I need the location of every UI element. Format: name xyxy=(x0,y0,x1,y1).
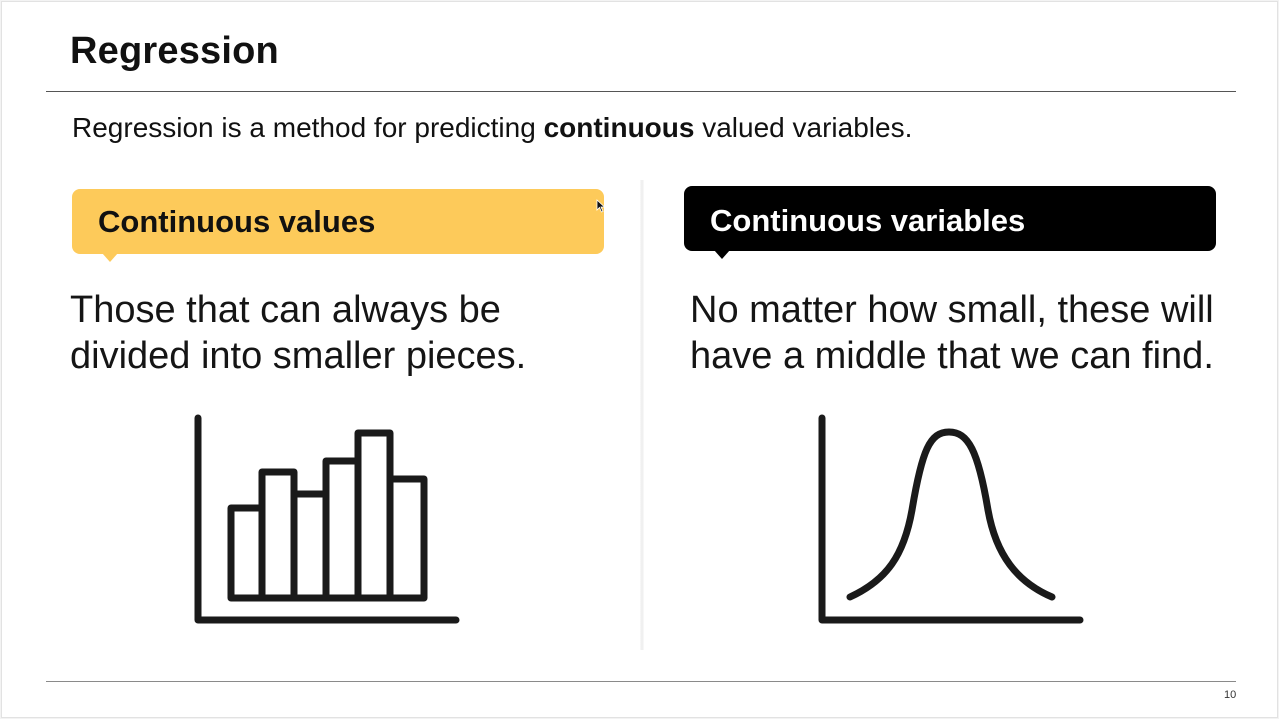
slide-title: Regression xyxy=(70,30,279,72)
title-divider xyxy=(46,91,1236,92)
column-divider xyxy=(640,180,644,650)
continuous-variables-callout: Continuous variables xyxy=(684,186,1216,259)
continuous-variables-description: No matter how small, these will have a m… xyxy=(690,289,1214,377)
footer-divider xyxy=(46,681,1236,682)
continuous-values-description: Those that can always be divided into sm… xyxy=(70,289,527,377)
subtitle-bold-term: continuous xyxy=(543,112,695,143)
subtitle-text-after: valued variables. xyxy=(694,112,913,143)
continuous-values-callout: Continuous values xyxy=(72,189,604,262)
page-number: 10 xyxy=(1224,689,1237,701)
mouse-cursor-icon xyxy=(596,199,606,213)
subtitle-text-before: Regression is a method for predicting xyxy=(72,112,544,143)
bell-curve-icon xyxy=(818,414,1084,624)
bar-chart-icon xyxy=(194,414,460,624)
slide-subtitle: Regression is a method for predicting co… xyxy=(72,112,912,144)
